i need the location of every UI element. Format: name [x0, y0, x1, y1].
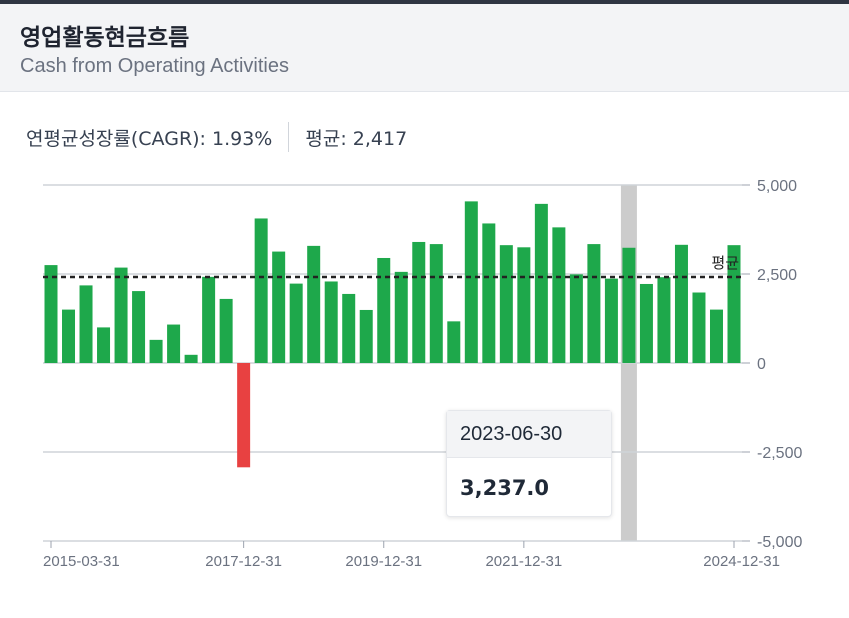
- bar: [499, 245, 513, 363]
- bar: [657, 277, 671, 363]
- bar: [587, 244, 601, 363]
- bar: [552, 227, 566, 363]
- tooltip-date: 2023-06-30: [447, 411, 611, 458]
- bar: [709, 309, 723, 363]
- bar: [534, 203, 548, 363]
- tooltip-value: 3,237.0: [460, 476, 550, 500]
- bar: [307, 245, 321, 363]
- x-tick-label: 2015-03-31: [43, 553, 120, 570]
- bar: [272, 251, 286, 363]
- y-tick-label: 5,000: [757, 178, 797, 195]
- bar: [622, 247, 636, 363]
- x-tick-label: 2024-12-31: [703, 553, 780, 570]
- bar: [324, 281, 338, 363]
- bar: [412, 241, 426, 363]
- chart-title: 영업활동현금흐름: [20, 25, 190, 51]
- bar: [167, 324, 181, 363]
- bar: [517, 247, 531, 363]
- average-line-label: 평균: [711, 254, 739, 272]
- chart-subtitle: Cash from Operating Activities: [20, 55, 289, 77]
- x-tick-label: 2019-12-31: [345, 553, 422, 570]
- bar: [727, 245, 741, 363]
- bar: [202, 276, 216, 363]
- top-rule: [0, 0, 849, 4]
- bar: [394, 271, 408, 363]
- bar: [44, 265, 58, 363]
- bar: [429, 244, 443, 363]
- y-tick-label: 0: [757, 356, 766, 373]
- y-tick-label: -2,500: [757, 445, 802, 462]
- cagr-stat: 연평균성장률(CAGR): 1.93%: [26, 127, 273, 150]
- bar: [569, 274, 583, 363]
- y-tick-label: 2,500: [757, 267, 797, 284]
- bar: [254, 218, 268, 363]
- bar: [219, 298, 233, 363]
- y-tick-label: -5,000: [757, 534, 802, 551]
- bar: [149, 339, 163, 363]
- x-tick-label: 2021-12-31: [485, 553, 562, 570]
- stat-divider: [288, 122, 290, 152]
- bar: [132, 291, 146, 363]
- bar: [342, 293, 356, 363]
- bar: [97, 327, 111, 363]
- bar: [114, 267, 128, 363]
- average-stat: 평균: 2,417: [305, 127, 408, 150]
- chart-tooltip: 2023-06-30 3,237.0: [446, 410, 612, 517]
- bar: [674, 244, 688, 363]
- bar: [639, 283, 653, 363]
- bar: [377, 257, 391, 363]
- bar: [184, 354, 198, 363]
- bar: [447, 321, 461, 363]
- stats-row: 연평균성장률(CAGR): 1.93% 평균: 2,417: [26, 122, 407, 152]
- bar: [692, 292, 706, 363]
- bar: [604, 278, 618, 363]
- bar: [237, 363, 251, 468]
- bar: [359, 309, 373, 363]
- bar: [464, 201, 478, 363]
- chart-header: 영업활동현금흐름 Cash from Operating Activities: [0, 4, 849, 92]
- bar: [482, 223, 496, 363]
- bar: [62, 309, 76, 363]
- bar: [289, 283, 303, 363]
- bar: [79, 285, 93, 363]
- x-tick-label: 2017-12-31: [205, 553, 282, 570]
